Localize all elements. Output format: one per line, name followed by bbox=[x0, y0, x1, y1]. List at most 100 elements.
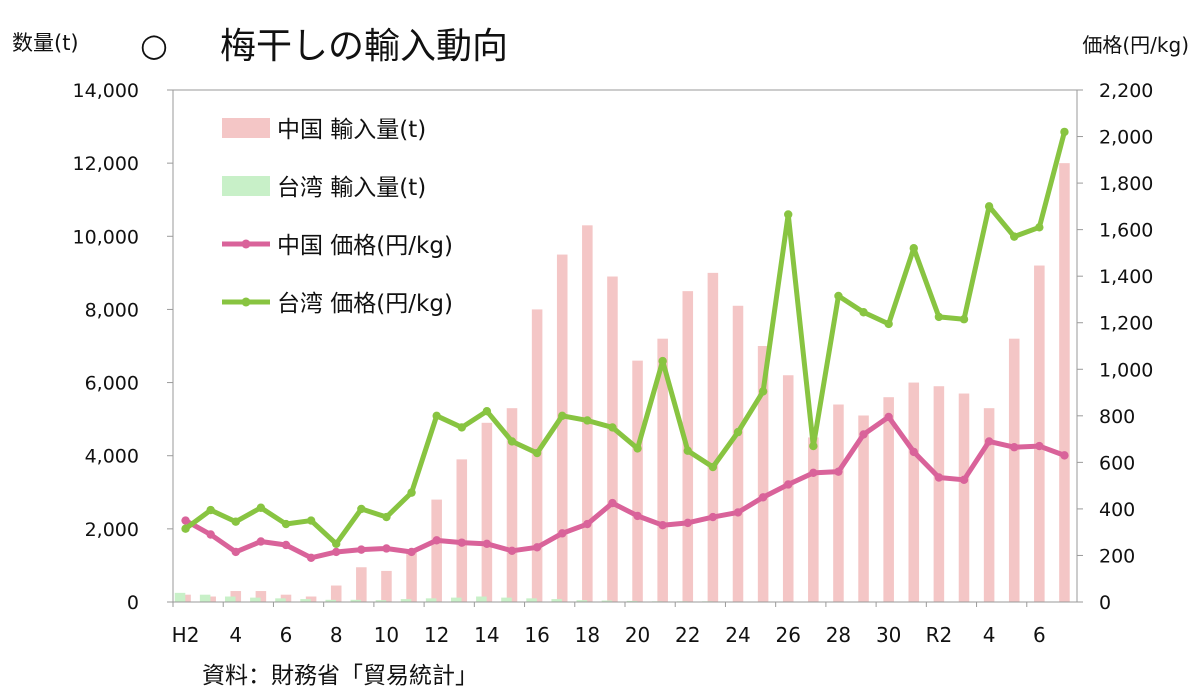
x-tick-label: 10 bbox=[374, 623, 399, 647]
left-unit-label: 数量(t) bbox=[12, 31, 79, 55]
taiwan-price-point bbox=[733, 427, 743, 437]
china-price-legend-label: 中国 価格(円/kg) bbox=[277, 233, 453, 259]
taiwan-price-point bbox=[482, 406, 492, 416]
china-volume-bar bbox=[230, 591, 242, 602]
china-price-point bbox=[658, 521, 667, 530]
china-volume-bar bbox=[406, 550, 417, 602]
right-tick-label: 0 bbox=[1099, 592, 1111, 614]
china-volume-bar bbox=[1008, 338, 1020, 602]
china-volume-bar bbox=[983, 408, 995, 602]
taiwan-volume-bar bbox=[551, 599, 562, 602]
china-price-point bbox=[306, 553, 316, 562]
china-price-point bbox=[558, 529, 567, 538]
china-price-point bbox=[884, 412, 893, 422]
china-price-point bbox=[784, 480, 793, 489]
china-price-point bbox=[407, 547, 416, 557]
china-price-point bbox=[834, 467, 843, 476]
taiwan-price-point bbox=[984, 202, 994, 211]
taiwan-price-point bbox=[909, 244, 918, 253]
taiwan-price-point bbox=[608, 423, 617, 432]
taiwan-price-point bbox=[1035, 223, 1044, 232]
x-tick-label: 8 bbox=[330, 623, 343, 647]
right-tick-label: 800 bbox=[1099, 406, 1135, 428]
taiwan-price-point bbox=[206, 505, 215, 515]
taiwan-price-point bbox=[934, 312, 944, 322]
taiwan-price-point bbox=[507, 437, 517, 446]
china-price-point bbox=[482, 539, 492, 549]
x-tick-label: 14 bbox=[474, 623, 499, 647]
taiwan-price-point bbox=[959, 315, 969, 324]
legend: 中国 輸入量(t) 台湾 輸入量(t) 中国 価格(円/kg) 台湾 価格(円/kg) bbox=[222, 117, 453, 317]
china-price-point bbox=[181, 516, 190, 525]
taiwan-volume-bar bbox=[450, 597, 462, 602]
china-volume-bar bbox=[431, 499, 442, 602]
china-price-point bbox=[1010, 443, 1019, 452]
taiwan-price-point bbox=[859, 308, 868, 317]
right-tick-label: 1,800 bbox=[1099, 173, 1153, 195]
axis-layer: 0 2,000 4,000 6,000 8,000 10,000 12,000 14,000 0… bbox=[73, 80, 1154, 647]
taiwan-price-point bbox=[683, 446, 692, 455]
china-volume-bar bbox=[908, 382, 920, 602]
x-tick-label: 22 bbox=[675, 623, 700, 647]
china-volume-bar bbox=[481, 422, 493, 602]
taiwan-volume-bar bbox=[199, 594, 211, 602]
x-tick-label: 24 bbox=[725, 623, 750, 647]
right-tick-label: 1,600 bbox=[1099, 220, 1153, 242]
china-price-point bbox=[382, 544, 391, 553]
taiwan-price-point bbox=[532, 448, 542, 458]
china-price-point bbox=[859, 430, 868, 439]
taiwan-price-point bbox=[231, 517, 240, 526]
x-tick-label: 16 bbox=[524, 623, 549, 647]
china-price-point bbox=[357, 545, 366, 554]
taiwan-price-point bbox=[583, 416, 592, 425]
x-tick-label: 4 bbox=[983, 623, 996, 647]
china-volume-bar bbox=[356, 567, 367, 602]
china-price-point bbox=[281, 540, 291, 550]
china-volume-bar bbox=[582, 225, 593, 603]
taiwan-price-point bbox=[633, 444, 642, 453]
china-volume-bar bbox=[858, 415, 869, 602]
china-price-point bbox=[583, 519, 592, 529]
taiwan-volume-bar bbox=[476, 596, 487, 602]
china-volume-bar bbox=[732, 305, 744, 602]
china-volume-bar bbox=[280, 594, 292, 602]
chart-title: 梅干しの輸入動向 bbox=[220, 26, 508, 67]
taiwan-price-point bbox=[1010, 232, 1019, 241]
china-volume-bar bbox=[1034, 265, 1045, 602]
taiwan-price-point bbox=[708, 462, 718, 472]
taiwan-volume-bar bbox=[325, 599, 336, 602]
right-tick-label: 1,400 bbox=[1099, 266, 1153, 288]
taiwan-volume-bar bbox=[300, 599, 311, 602]
taiwan-price-point bbox=[784, 210, 793, 219]
line-layer bbox=[181, 127, 1069, 562]
left-tick-label: 14,000 bbox=[73, 80, 139, 102]
taiwan-price-legend-marker bbox=[241, 297, 251, 307]
china-price-point bbox=[708, 512, 718, 522]
china-price-point bbox=[532, 543, 542, 552]
china-volume-bar bbox=[456, 459, 468, 602]
china-volume-bar bbox=[381, 570, 392, 602]
china-volume-bar bbox=[707, 272, 719, 602]
china-volume-bar bbox=[833, 404, 844, 602]
x-tick-label: 6 bbox=[1033, 623, 1046, 647]
right-tick-label: 600 bbox=[1099, 452, 1135, 474]
taiwan-volume-bar bbox=[576, 600, 588, 602]
taiwan-price-point bbox=[1060, 127, 1069, 137]
china-volume-bar bbox=[556, 254, 568, 603]
x-tick-label: 12 bbox=[424, 623, 449, 647]
china-price-point bbox=[633, 511, 642, 521]
source-note: 資料：財務省「貿易統計」 bbox=[202, 663, 478, 689]
x-tick-label: R2 bbox=[926, 623, 953, 647]
x-tick-label: 18 bbox=[575, 623, 600, 647]
taiwan-volume-bar bbox=[626, 600, 638, 602]
taiwan-volume-bar bbox=[174, 592, 186, 602]
china-volume-bar bbox=[607, 276, 618, 602]
taiwan-volume-legend-swatch bbox=[222, 176, 270, 196]
taiwan-price-line bbox=[184, 131, 1067, 547]
taiwan-volume-bar bbox=[275, 598, 286, 602]
china-price-point bbox=[934, 473, 944, 482]
right-tick-label: 2,200 bbox=[1099, 80, 1153, 102]
taiwan-volume-bar bbox=[350, 599, 362, 602]
china-price-point bbox=[256, 537, 266, 546]
